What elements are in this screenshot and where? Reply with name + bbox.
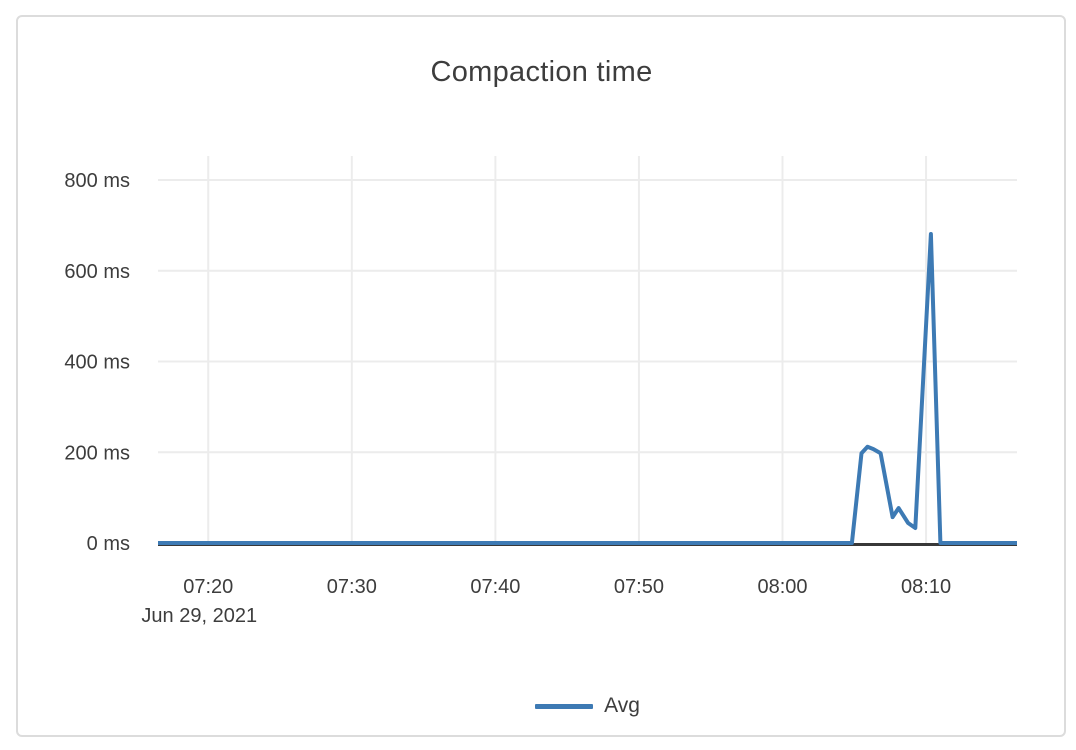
y-tick-label: 200 ms [64,442,130,464]
y-tick-label: 0 ms [87,533,130,555]
x-tick-label: 07:50 [614,576,664,598]
chart-title: Compaction time [430,56,653,88]
legend-label-avg: Avg [604,694,640,717]
y-tick-label: 600 ms [64,261,130,283]
axis-labels: 0 ms 200 ms 400 ms 600 ms 800 ms 07:20 Jun 29,… [64,170,951,627]
chart-card [16,15,1066,737]
x-tick-label: 07:30 [327,576,377,598]
x-axis-date-label: Jun 29, 2021 [141,605,257,627]
x-tick-label: 07:40 [470,576,520,598]
y-tick-label: 800 ms [64,170,130,192]
x-tick-label: 07:20 [183,576,233,598]
legend-swatch-avg [535,703,594,709]
x-tick-label: 08:10 [901,576,951,598]
legend-item-avg[interactable]: Avg [535,694,640,718]
series-lines [158,232,1017,546]
x-tick-label: 08:00 [757,576,807,598]
y-tick-label: 400 ms [64,352,130,374]
legend: Avg [158,694,1017,718]
series-line-avg[interactable] [158,232,1017,545]
